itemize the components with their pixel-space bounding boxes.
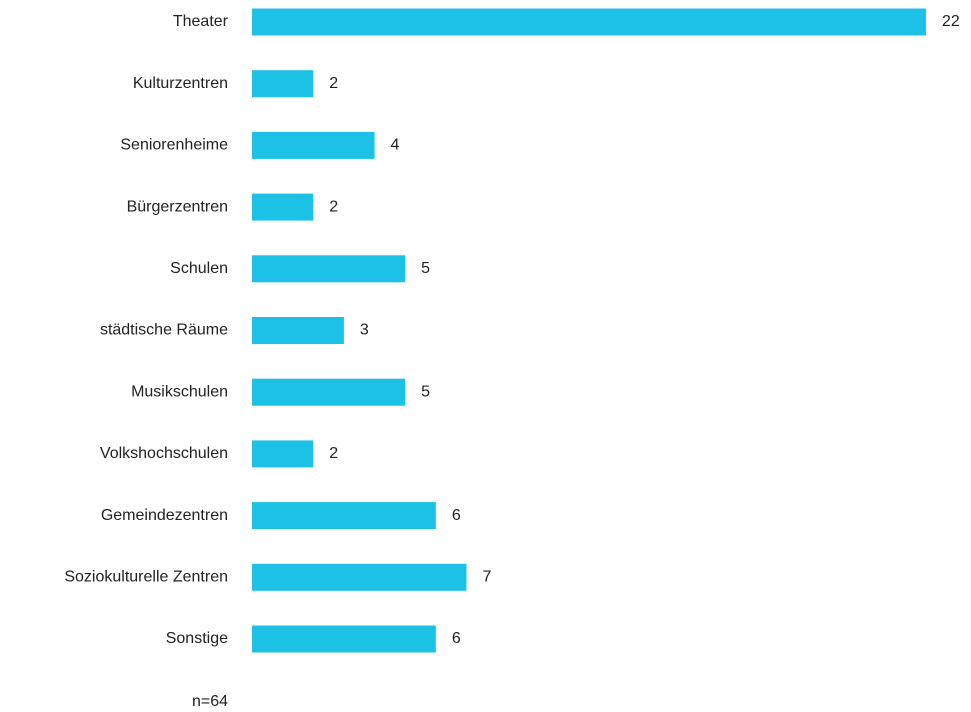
bar (252, 193, 314, 221)
category-label: Schulen (170, 260, 228, 277)
category-label: Soziokulturelle Zentren (64, 569, 228, 586)
category-label: Volkshochschulen (100, 445, 228, 462)
bar (252, 625, 436, 653)
category-label: Theater (173, 13, 229, 30)
value-label: 2 (329, 75, 338, 92)
bar (252, 70, 314, 98)
bar (252, 563, 467, 591)
value-label: 5 (421, 383, 430, 400)
bar (252, 255, 406, 283)
value-label: 6 (452, 507, 461, 524)
category-label: Sonstige (166, 630, 228, 647)
bar (252, 131, 375, 159)
category-label: städtische Räume (100, 322, 228, 339)
value-label: 7 (482, 569, 491, 586)
bar (252, 8, 926, 36)
bar (252, 440, 314, 468)
value-label: 4 (391, 137, 400, 154)
category-label: Bürgerzentren (127, 198, 228, 215)
bar (252, 502, 436, 530)
category-label: Gemeindezentren (101, 507, 228, 524)
value-label: 3 (360, 322, 369, 339)
value-label: 5 (421, 260, 430, 277)
value-label: 2 (329, 198, 338, 215)
category-label: Musikschulen (131, 383, 228, 400)
category-label: Kulturzentren (133, 75, 228, 92)
annotation: n=64 (192, 693, 228, 710)
bar (252, 378, 406, 406)
value-label: 22 (942, 13, 960, 30)
value-label: 6 (452, 630, 461, 647)
value-label: 2 (329, 445, 338, 462)
bar (252, 317, 344, 344)
category-label: Seniorenheime (120, 137, 228, 154)
